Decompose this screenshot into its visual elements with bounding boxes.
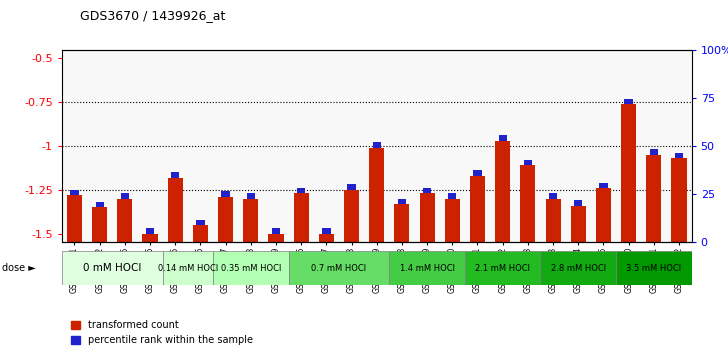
Bar	[470, 176, 485, 242]
Bar	[162, 251, 213, 285]
Bar	[465, 251, 540, 285]
Bar	[675, 153, 683, 158]
Bar	[523, 160, 532, 165]
Bar	[272, 228, 280, 234]
Bar	[445, 199, 460, 242]
Text: 3.5 mM HOCl: 3.5 mM HOCl	[626, 264, 681, 273]
Bar	[616, 251, 692, 285]
Text: 0.35 mM HOCl: 0.35 mM HOCl	[221, 264, 281, 273]
Bar	[67, 195, 82, 242]
Bar	[419, 193, 435, 242]
Bar	[297, 188, 305, 193]
Bar	[571, 206, 586, 242]
Bar	[646, 155, 661, 242]
Bar	[369, 148, 384, 242]
Bar	[621, 104, 636, 242]
Text: 0 mM HOCl: 0 mM HOCl	[83, 263, 141, 273]
Bar	[143, 234, 157, 242]
Bar	[92, 207, 107, 242]
Bar	[423, 188, 431, 193]
Bar	[95, 202, 104, 207]
Text: 2.1 mM HOCl: 2.1 mM HOCl	[475, 264, 530, 273]
Bar	[596, 188, 611, 242]
Bar	[521, 165, 535, 242]
Bar	[540, 251, 616, 285]
Bar	[395, 204, 409, 242]
Text: dose ►: dose ►	[2, 263, 36, 273]
Bar	[117, 199, 132, 242]
Bar	[146, 228, 154, 234]
Bar	[121, 193, 129, 199]
Bar	[625, 98, 633, 104]
Bar	[344, 190, 359, 242]
Text: 2.8 mM HOCl: 2.8 mM HOCl	[550, 264, 606, 273]
Bar	[193, 225, 208, 242]
Bar	[171, 172, 179, 178]
Bar	[62, 251, 162, 285]
Bar	[499, 135, 507, 141]
Text: 0.14 mM HOCl: 0.14 mM HOCl	[158, 264, 218, 273]
Bar	[323, 228, 331, 234]
Bar	[545, 199, 561, 242]
Bar	[197, 219, 205, 225]
Bar	[473, 170, 482, 176]
Bar	[269, 234, 283, 242]
Bar	[347, 184, 356, 190]
Bar	[243, 199, 258, 242]
Bar	[167, 178, 183, 242]
Bar	[389, 251, 465, 285]
Bar	[549, 193, 557, 199]
Text: GDS3670 / 1439926_at: GDS3670 / 1439926_at	[80, 9, 226, 22]
Bar	[574, 200, 582, 206]
Bar	[288, 251, 389, 285]
Bar	[319, 234, 334, 242]
Legend: transformed count, percentile rank within the sample: transformed count, percentile rank withi…	[67, 316, 257, 349]
Bar	[373, 142, 381, 148]
Bar	[495, 141, 510, 242]
Bar	[218, 197, 233, 242]
Bar	[213, 251, 288, 285]
Text: 0.7 mM HOCl: 0.7 mM HOCl	[312, 264, 366, 273]
Bar	[671, 158, 687, 242]
Bar	[221, 192, 230, 197]
Bar	[247, 193, 255, 199]
Bar	[448, 193, 456, 199]
Bar	[397, 199, 406, 204]
Bar	[71, 190, 79, 195]
Text: 1.4 mM HOCl: 1.4 mM HOCl	[400, 264, 454, 273]
Bar	[599, 183, 608, 188]
Bar	[293, 193, 309, 242]
Bar	[649, 149, 658, 155]
